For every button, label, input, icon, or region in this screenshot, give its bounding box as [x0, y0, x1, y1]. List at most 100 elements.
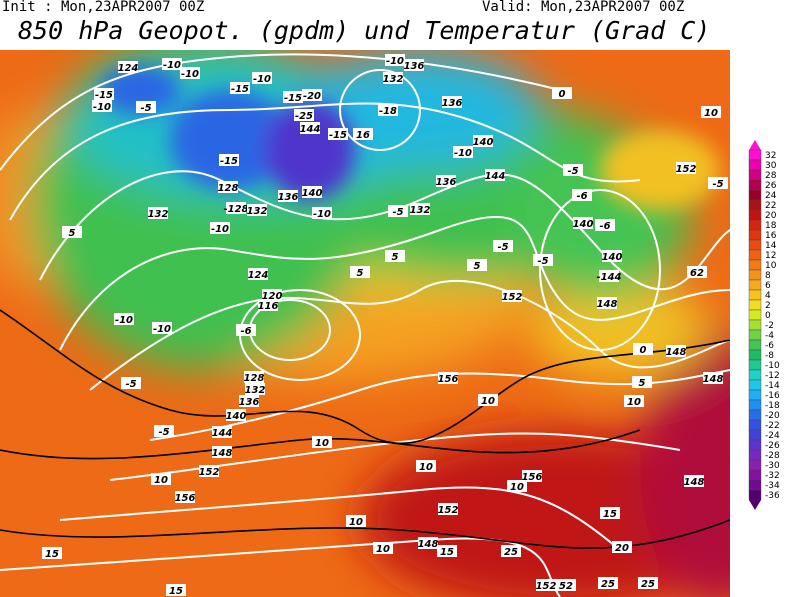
label-box: [92, 100, 112, 112]
colorbar-swatch: [748, 469, 762, 481]
contour-label: 152: [438, 505, 459, 516]
colorbar-swatch: [748, 239, 762, 251]
colorbar-label: -24: [765, 431, 780, 441]
label-box: [328, 128, 348, 140]
label-box: [226, 202, 246, 214]
label-box: [666, 345, 686, 357]
label-box: [438, 503, 458, 515]
geopotential-contours: [0, 53, 730, 597]
label-box: [703, 372, 723, 384]
contour-label: 10: [419, 462, 433, 473]
label-box: [247, 204, 267, 216]
colorbar-label: -8: [765, 351, 774, 361]
colorbar-swatch: [748, 429, 762, 441]
colorbar-label: -14: [765, 381, 780, 391]
label-box: [114, 313, 134, 325]
colorbar-label: -30: [765, 461, 780, 471]
colorbar-swatch: [748, 219, 762, 231]
contour-label: -6: [240, 326, 251, 337]
colorbar-label: 32: [765, 151, 776, 161]
contour-label: 124: [248, 270, 269, 281]
label-box: [624, 395, 644, 407]
label-box: [121, 377, 141, 389]
contour-label: -10: [253, 74, 271, 85]
label-box: [248, 268, 268, 280]
header: Init : Mon,23APR2007 00Z Valid: Mon,23AP…: [0, 0, 789, 50]
label-box: [239, 395, 259, 407]
colorbar-swatch: [748, 199, 762, 211]
contour-label: -5: [537, 256, 548, 267]
colorbar-swatch: [748, 329, 762, 341]
label-box: [258, 299, 278, 311]
contour-label: 132: [247, 206, 268, 217]
label-box: [283, 91, 303, 103]
contour-label: 15: [169, 586, 183, 597]
contour-label: -15: [95, 90, 113, 101]
label-box: [599, 270, 619, 282]
contour-label: 20: [615, 543, 629, 554]
contour-label: 10: [510, 482, 524, 493]
colorbar-label: -22: [765, 421, 780, 431]
contour-label: 5: [639, 378, 646, 389]
contour-label: -15: [284, 93, 302, 104]
contour-label: 16: [356, 130, 370, 141]
colorbar-swatch: [748, 189, 762, 201]
colorbar-swatch: [748, 149, 762, 161]
colorbar-swatch: [748, 279, 762, 291]
label-box: [536, 579, 556, 591]
contour-label: 0: [559, 89, 566, 100]
label-box: [346, 515, 366, 527]
contour-label: 132: [383, 74, 404, 85]
label-box: [632, 376, 652, 388]
colorbar-label: 10: [765, 261, 777, 271]
colorbar-label: 0: [765, 311, 771, 321]
label-box: [210, 222, 230, 234]
label-box: [467, 259, 487, 271]
label-box: [151, 473, 171, 485]
contour-label: -10: [454, 148, 472, 159]
contour-label: 0: [640, 345, 647, 356]
colorbar-label: -32: [765, 471, 780, 481]
contour-label: 132: [148, 209, 169, 220]
colorbar-label: 4: [765, 291, 771, 301]
label-box: [442, 96, 462, 108]
label-box: [533, 254, 553, 266]
contour-label: -5: [497, 242, 508, 253]
label-box: [437, 545, 457, 557]
label-box: [438, 372, 458, 384]
contour-label: -10: [115, 315, 133, 326]
contour-label: 140: [226, 411, 247, 422]
label-box: [199, 465, 219, 477]
contour-label: -15: [220, 156, 238, 167]
contour-label: 132: [410, 205, 431, 216]
contour-label: 25: [641, 579, 655, 590]
contour-label: -10: [93, 102, 111, 113]
contour-label: -5: [392, 207, 403, 218]
label-box: [312, 436, 332, 448]
contour-label: 5: [474, 261, 481, 272]
contour-label: -10: [153, 324, 171, 335]
colorbar-label: -18: [765, 401, 780, 411]
label-box: [478, 394, 498, 406]
contour-label: 140: [573, 219, 594, 230]
contour-label: 148: [703, 374, 724, 385]
colorbar-label: 30: [765, 161, 777, 171]
colorbar-swatch: [748, 169, 762, 181]
label-box: [501, 545, 521, 557]
colorbar-swatch: [748, 209, 762, 221]
label-box: [436, 175, 456, 187]
contour-label: 148: [666, 347, 687, 358]
label-box: [262, 289, 282, 301]
colorbar-label: 12: [765, 251, 776, 261]
colorbar-label: -2: [765, 321, 774, 331]
contour-label: 10: [154, 475, 168, 486]
colorbar-label: 2: [765, 301, 771, 311]
contour-label: 5: [392, 252, 399, 263]
colorbar-swatch: [748, 299, 762, 311]
colorbar-swatch: [748, 419, 762, 431]
colorbar-label: -10: [765, 361, 780, 371]
colorbar-label: 18: [765, 221, 777, 231]
contour-label: -10: [313, 209, 331, 220]
colorbar-swatch: [748, 359, 762, 371]
